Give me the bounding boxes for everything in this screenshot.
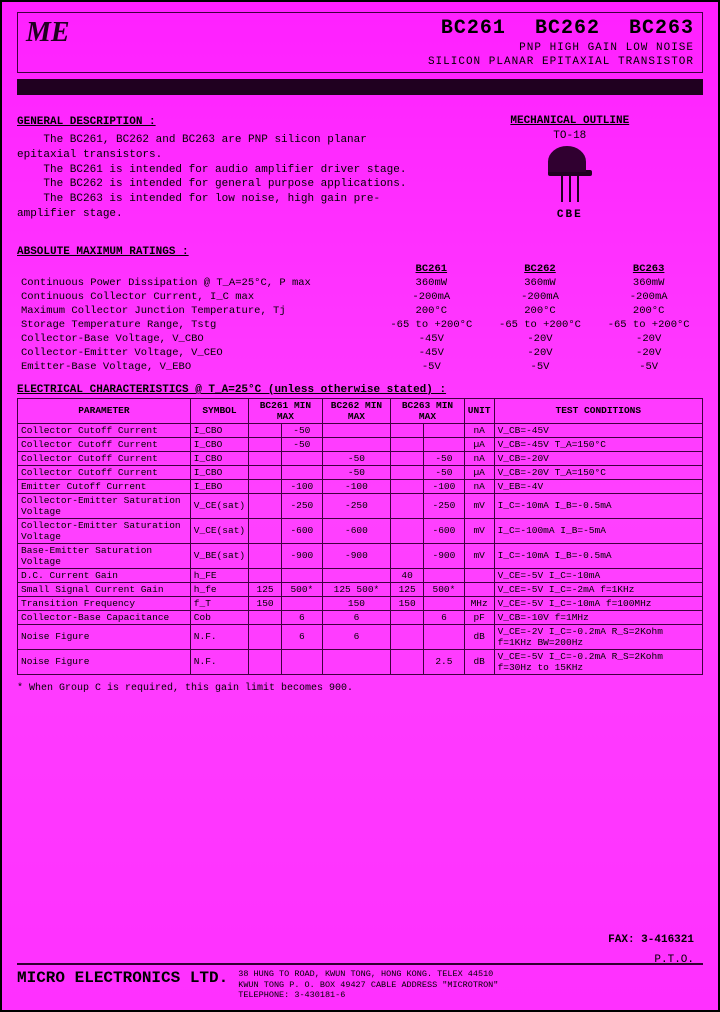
desc-p3: The BC262 is intended for general purpos…	[17, 177, 417, 192]
subtitle-1: PNP HIGH GAIN LOW NOISE	[425, 42, 694, 54]
ratings-row: Collector-Emitter Voltage, V_CEO-45V-20V…	[17, 346, 703, 360]
company-name: MICRO ELECTRONICS LTD.	[17, 969, 228, 987]
electrical-table: PARAMETER SYMBOL BC261 MIN MAX BC262 MIN…	[17, 398, 703, 675]
pin-labels: CBE	[437, 209, 703, 221]
datasheet-page: ME BC261 BC262 BC263 PNP HIGH GAIN LOW N…	[0, 0, 720, 1012]
ratings-title: ABSOLUTE MAXIMUM RATINGS :	[17, 246, 703, 258]
part-3: BC263	[629, 17, 694, 40]
eh-261: BC261 MIN MAX	[249, 398, 323, 423]
ratings-row: Collector-Base Voltage, V_CBO-45V-20V-20…	[17, 332, 703, 346]
eh-262: BC262 MIN MAX	[322, 398, 391, 423]
ratings-row: Storage Temperature Range, Tstg-65 to +2…	[17, 318, 703, 332]
title-block: BC261 BC262 BC263 PNP HIGH GAIN LOW NOIS…	[425, 17, 694, 68]
elec-row: Collector Cutoff CurrentI_CBO-50µAV_CB=-…	[18, 437, 703, 451]
ratings-col-3: BC263	[594, 262, 703, 276]
fax-number: FAX: 3-416321	[608, 934, 694, 946]
ratings-col-2: BC262	[486, 262, 595, 276]
part-2: BC262	[535, 17, 600, 40]
subtitle-2: SILICON PLANAR EPITAXIAL TRANSISTOR	[425, 56, 694, 68]
eh-cond: TEST CONDITIONS	[494, 398, 702, 423]
elec-row: D.C. Current Gainh_FE40V_CE=-5V I_C=-10m…	[18, 568, 703, 582]
general-title: GENERAL DESCRIPTION :	[17, 115, 417, 130]
package-label: TO-18	[437, 130, 703, 142]
elec-row: Collector-Emitter Saturation VoltageV_CE…	[18, 493, 703, 518]
eh-unit: UNIT	[464, 398, 494, 423]
elec-row: Noise FigureN.F.2.5dBV_CE=-5V I_C=-0.2mA…	[18, 649, 703, 674]
mechanical-title: MECHANICAL OUTLINE	[437, 115, 703, 127]
elec-row: Base-Emitter Saturation VoltageV_BE(sat)…	[18, 543, 703, 568]
eh-param: PARAMETER	[18, 398, 191, 423]
ratings-col-1: BC261	[377, 262, 486, 276]
eh-symbol: SYMBOL	[190, 398, 248, 423]
company-logo: ME	[26, 17, 70, 49]
elec-row: Emitter Cutoff CurrentI_EBO-100-100-100n…	[18, 479, 703, 493]
part-1: BC261	[441, 17, 506, 40]
elec-row: Noise FigureN.F.66dBV_CE=-2V I_C=-0.2mA …	[18, 624, 703, 649]
ratings-row: Continuous Power Dissipation @ T_A=25°C,…	[17, 276, 703, 290]
footer: MICRO ELECTRONICS LTD. 38 HUNG TO ROAD, …	[17, 963, 703, 1000]
ratings-row: Emitter-Base Voltage, V_EBO-5V-5V-5V	[17, 360, 703, 374]
description-row: GENERAL DESCRIPTION : The BC261, BC262 a…	[17, 109, 703, 222]
ratings-table: BC261 BC262 BC263 Continuous Power Dissi…	[17, 262, 703, 374]
elec-row: Collector Cutoff CurrentI_CBO-50-50nAV_C…	[18, 451, 703, 465]
general-description: GENERAL DESCRIPTION : The BC261, BC262 a…	[17, 109, 417, 222]
elec-row: Collector-Emitter Saturation VoltageV_CE…	[18, 518, 703, 543]
desc-p2: The BC261 is intended for audio amplifie…	[17, 163, 417, 178]
header: ME BC261 BC262 BC263 PNP HIGH GAIN LOW N…	[17, 12, 703, 73]
part-numbers: BC261 BC262 BC263	[425, 17, 694, 40]
redacted-bar	[17, 79, 703, 95]
to18-icon	[548, 146, 592, 202]
ratings-row: Maximum Collector Junction Temperature, …	[17, 304, 703, 318]
elec-row: Collector-Base CapacitanceCob666pFV_CB=-…	[18, 610, 703, 624]
company-address: 38 HUNG TO ROAD, KWUN TONG, HONG KONG. T…	[238, 969, 703, 1000]
desc-p4: The BC263 is intended for low noise, hig…	[17, 192, 417, 222]
elec-title: ELECTRICAL CHARACTERISTICS @ T_A=25°C (u…	[17, 384, 703, 396]
desc-p1: The BC261, BC262 and BC263 are PNP silic…	[17, 133, 417, 163]
eh-263: BC263 MIN MAX	[391, 398, 465, 423]
elec-row: Collector Cutoff CurrentI_CBO-50nAV_CB=-…	[18, 423, 703, 437]
elec-row: Transition Frequencyf_T150150150MHzV_CE=…	[18, 596, 703, 610]
elec-row: Small Signal Current Gainh_fe125500*125 …	[18, 582, 703, 596]
footnote: * When Group C is required, this gain li…	[17, 683, 703, 694]
elec-row: Collector Cutoff CurrentI_CBO-50-50µAV_C…	[18, 465, 703, 479]
ratings-row: Continuous Collector Current, I_C max-20…	[17, 290, 703, 304]
mechanical-outline: MECHANICAL OUTLINE TO-18 CBE	[437, 109, 703, 222]
